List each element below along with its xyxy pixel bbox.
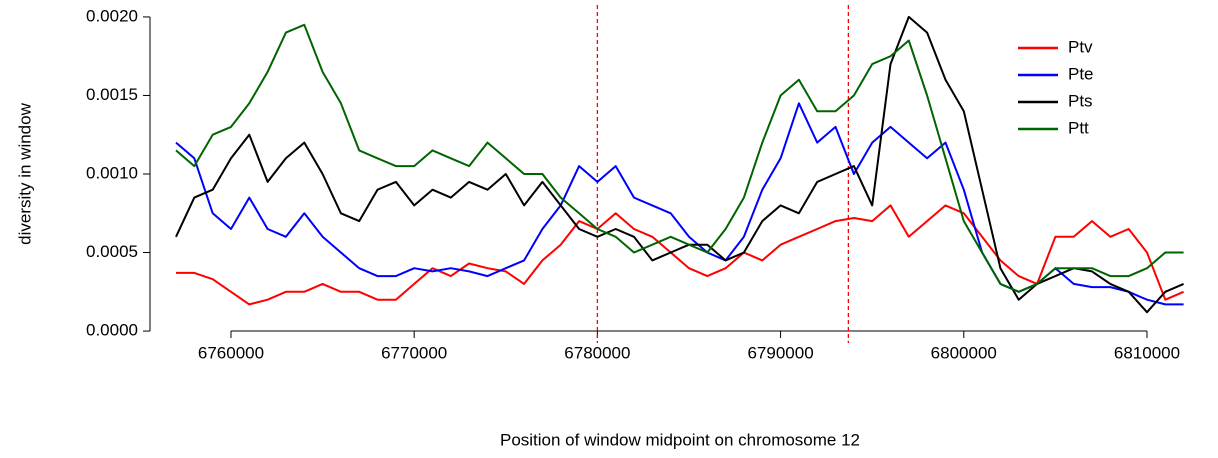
- x-tick-label: 6770000: [381, 343, 447, 362]
- legend-label: Pts: [1068, 91, 1093, 110]
- x-tick-label: 6800000: [931, 343, 997, 362]
- legend-label: Ptv: [1068, 37, 1093, 56]
- x-tick-label: 6790000: [747, 343, 813, 362]
- y-tick-label: 0.0015: [86, 85, 138, 104]
- y-tick-label: 0.0010: [86, 163, 138, 182]
- legend-label: Ptt: [1068, 118, 1089, 137]
- y-tick-label: 0.0000: [86, 321, 138, 340]
- y-tick-label: 0.0005: [86, 242, 138, 261]
- x-tick-label: 6780000: [564, 343, 630, 362]
- series-line: [175, 15, 1184, 314]
- x-tick-label: 6760000: [198, 343, 264, 362]
- series-line: [175, 102, 1184, 306]
- x-tick-label: 6810000: [1114, 343, 1180, 362]
- y-tick-label: 0.0020: [86, 6, 138, 25]
- series-line: [175, 23, 1184, 293]
- legend-label: Pte: [1068, 64, 1094, 83]
- series-line: [176, 204, 1184, 306]
- x-axis-label: Position of window midpoint on chromosom…: [500, 430, 860, 449]
- y-axis-label: diversity in window: [15, 102, 34, 244]
